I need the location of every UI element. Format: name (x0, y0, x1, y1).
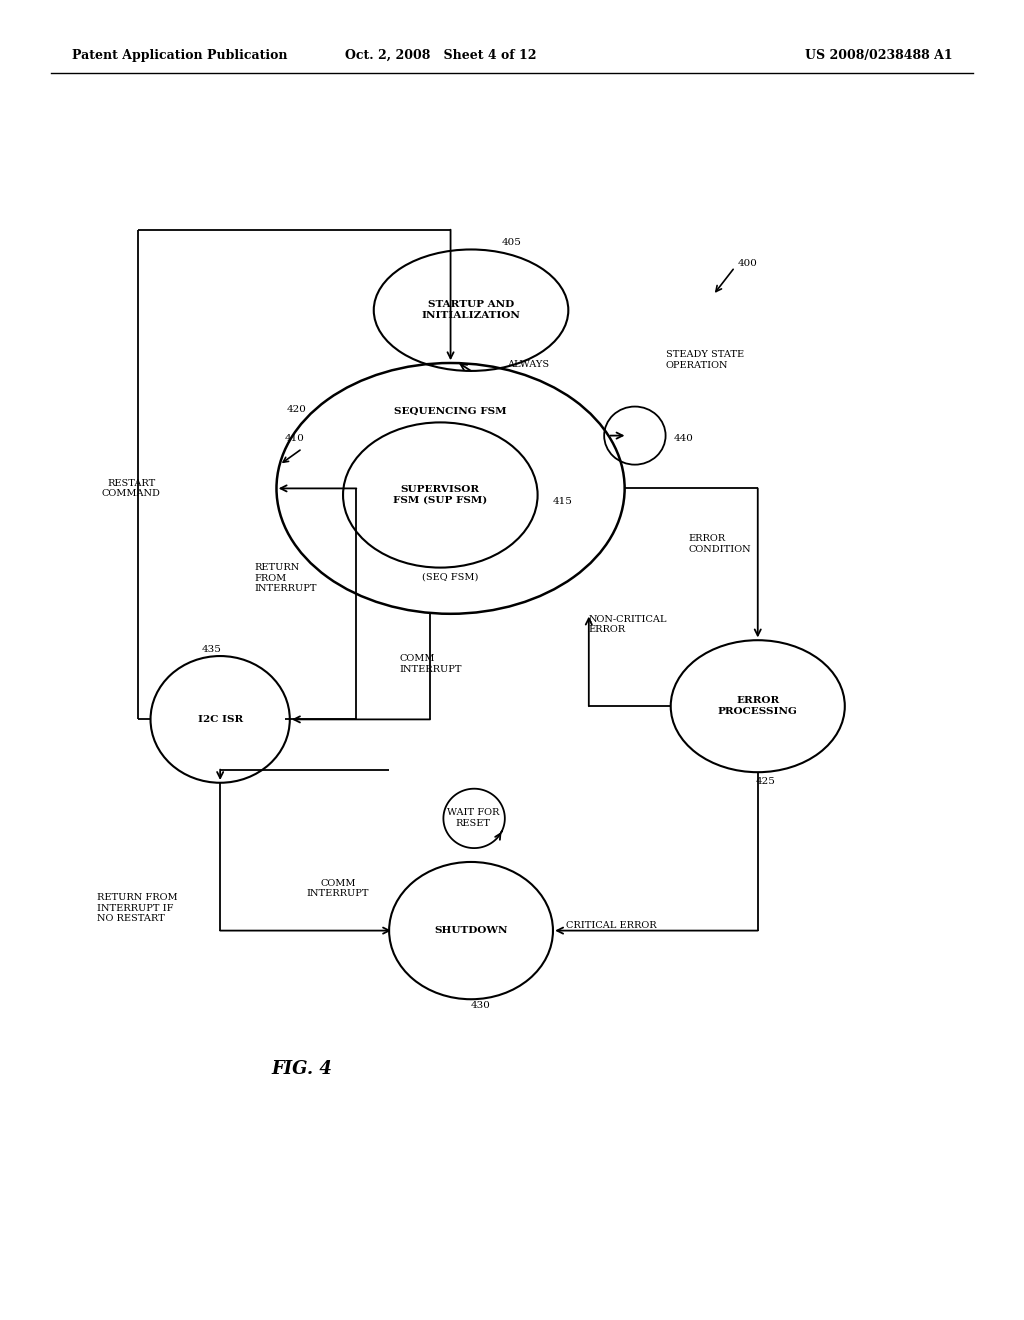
Text: 425: 425 (756, 777, 775, 785)
Text: I2C ISR: I2C ISR (198, 715, 243, 723)
Text: 440: 440 (674, 434, 693, 442)
Text: COMM
INTERRUPT: COMM INTERRUPT (399, 655, 462, 673)
Text: STARTUP AND
INITIALIZATION: STARTUP AND INITIALIZATION (422, 301, 520, 319)
Text: SHUTDOWN: SHUTDOWN (434, 927, 508, 935)
Text: STEADY STATE
OPERATION: STEADY STATE OPERATION (666, 350, 743, 370)
Text: RETURN
FROM
INTERRUPT: RETURN FROM INTERRUPT (254, 564, 316, 593)
Text: 405: 405 (502, 239, 521, 247)
Text: 430: 430 (471, 1002, 490, 1010)
Text: SEQUENCING FSM: SEQUENCING FSM (394, 408, 507, 416)
Text: NON-CRITICAL
ERROR: NON-CRITICAL ERROR (589, 615, 668, 634)
Text: CRITICAL ERROR: CRITICAL ERROR (566, 921, 656, 929)
Text: ERROR
PROCESSING: ERROR PROCESSING (718, 697, 798, 715)
Text: Patent Application Publication: Patent Application Publication (72, 49, 287, 62)
Text: 415: 415 (553, 498, 572, 506)
Text: 435: 435 (202, 645, 221, 653)
Text: US 2008/0238488 A1: US 2008/0238488 A1 (805, 49, 952, 62)
Text: SUPERVISOR
FSM (SUP FSM): SUPERVISOR FSM (SUP FSM) (393, 486, 487, 504)
Text: Oct. 2, 2008   Sheet 4 of 12: Oct. 2, 2008 Sheet 4 of 12 (344, 49, 537, 62)
Text: (SEQ FSM): (SEQ FSM) (422, 573, 479, 581)
Text: RESTART
COMMAND: RESTART COMMAND (101, 479, 161, 498)
Text: ERROR
CONDITION: ERROR CONDITION (688, 535, 751, 553)
Text: FIG. 4: FIG. 4 (271, 1060, 333, 1078)
Text: 420: 420 (287, 405, 306, 413)
Text: 400: 400 (737, 260, 757, 268)
Text: WAIT FOR
RESET: WAIT FOR RESET (446, 808, 500, 828)
Text: ALWAYS: ALWAYS (507, 360, 549, 368)
Text: RETURN FROM
INTERRUPT IF
NO RESTART: RETURN FROM INTERRUPT IF NO RESTART (97, 894, 178, 923)
Text: 410: 410 (285, 434, 304, 442)
Text: COMM
INTERRUPT: COMM INTERRUPT (306, 879, 370, 898)
